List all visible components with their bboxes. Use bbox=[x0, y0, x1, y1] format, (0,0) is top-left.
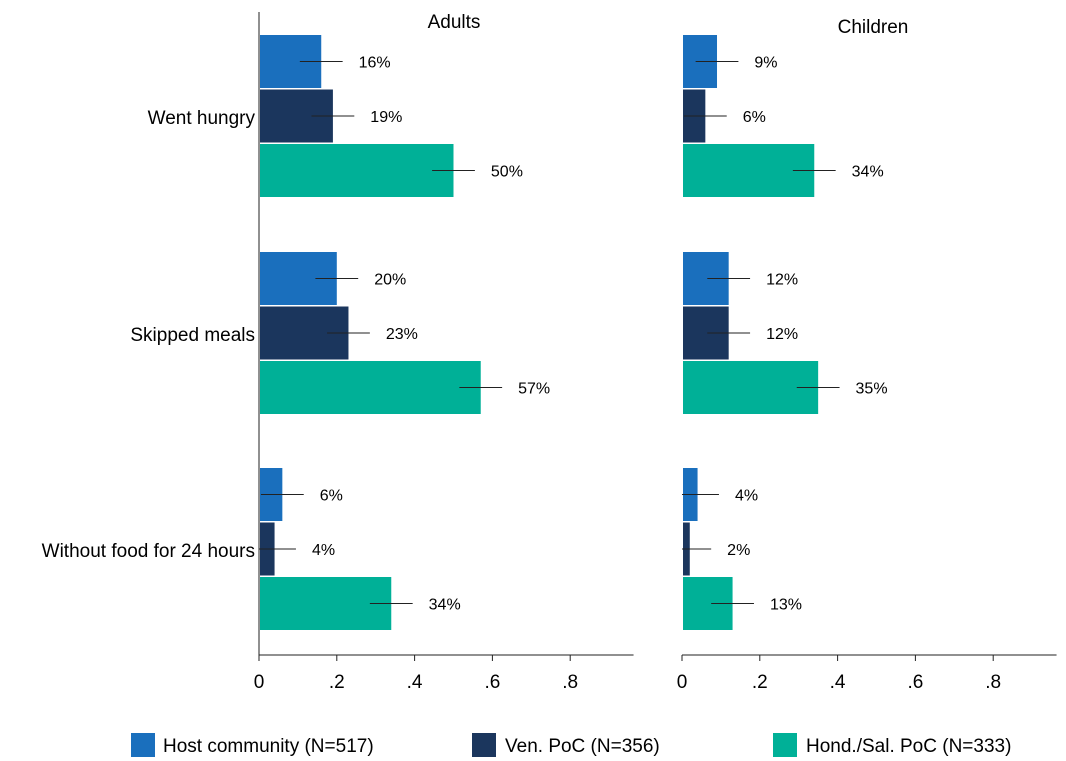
category-label-0: Went hungry bbox=[148, 108, 256, 129]
x-tick-label-0-4: .8 bbox=[562, 672, 578, 693]
x-tick-label-0-1: .2 bbox=[329, 672, 345, 693]
data-label-1-0-0: 9% bbox=[754, 55, 777, 72]
data-label-0-1-0: 20% bbox=[374, 272, 406, 289]
x-tick-label-1-3: .6 bbox=[907, 672, 923, 693]
panel-title-1: Children bbox=[838, 17, 909, 38]
bar-0-2-2 bbox=[260, 577, 392, 630]
category-label-2: Without food for 24 hours bbox=[42, 541, 255, 562]
x-tick-label-0-3: .6 bbox=[484, 672, 500, 693]
data-label-0-1-1: 23% bbox=[386, 326, 418, 343]
legend-swatch-0 bbox=[131, 733, 155, 757]
data-label-1-0-2: 34% bbox=[852, 164, 884, 181]
data-label-1-1-2: 35% bbox=[856, 381, 888, 398]
legend-label-1: Ven. PoC (N=356) bbox=[505, 736, 660, 757]
legend-swatch-1 bbox=[472, 733, 496, 757]
data-label-0-0-0: 16% bbox=[359, 55, 391, 72]
data-label-1-2-1: 2% bbox=[727, 542, 750, 559]
data-label-0-0-2: 50% bbox=[491, 164, 523, 181]
data-label-1-0-1: 6% bbox=[743, 109, 766, 126]
data-label-0-2-2: 34% bbox=[429, 597, 461, 614]
data-label-1-2-2: 13% bbox=[770, 597, 802, 614]
x-tick-label-1-2: .4 bbox=[830, 672, 846, 693]
data-label-0-0-1: 19% bbox=[370, 109, 402, 126]
data-label-1-1-0: 12% bbox=[766, 272, 798, 289]
data-label-0-2-1: 4% bbox=[312, 542, 335, 559]
legend-swatch-2 bbox=[773, 733, 797, 757]
bar-1-1-2 bbox=[683, 361, 819, 414]
data-label-0-2-0: 6% bbox=[320, 488, 343, 505]
data-label-0-1-2: 57% bbox=[518, 381, 550, 398]
data-label-1-2-0: 4% bbox=[735, 488, 758, 505]
x-tick-label-1-0: 0 bbox=[677, 672, 688, 693]
x-tick-label-0-2: .4 bbox=[407, 672, 423, 693]
bar-0-0-2 bbox=[260, 144, 454, 197]
panel-title-0: Adults bbox=[428, 12, 481, 33]
bar-0-1-2 bbox=[260, 361, 481, 414]
category-label-1: Skipped meals bbox=[130, 325, 255, 346]
x-tick-label-1-4: .8 bbox=[985, 672, 1001, 693]
data-label-1-1-1: 12% bbox=[766, 326, 798, 343]
bar-1-0-2 bbox=[683, 144, 815, 197]
legend-label-2: Hond./Sal. PoC (N=333) bbox=[806, 736, 1011, 757]
x-tick-label-1-1: .2 bbox=[752, 672, 768, 693]
legend-label-0: Host community (N=517) bbox=[163, 736, 374, 757]
x-tick-label-0-0: 0 bbox=[254, 672, 265, 693]
